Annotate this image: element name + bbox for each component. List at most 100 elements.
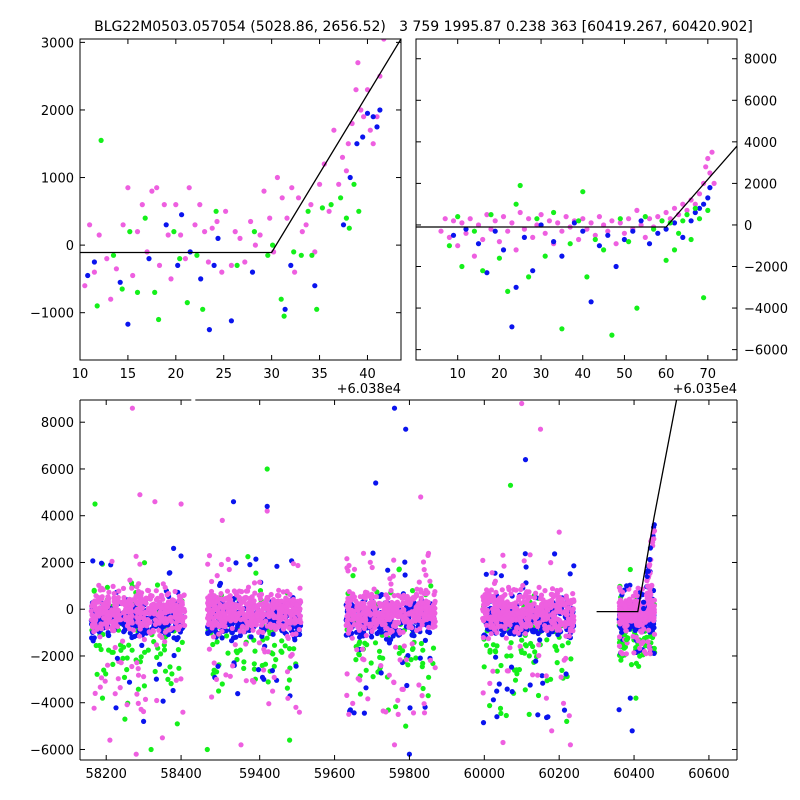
data-point — [496, 602, 502, 608]
data-point — [552, 643, 558, 649]
data-point — [133, 751, 139, 757]
data-point — [225, 650, 231, 656]
data-point — [418, 595, 424, 601]
data-point — [293, 663, 299, 669]
data-point — [219, 681, 225, 687]
data-point — [266, 610, 272, 616]
data-point — [251, 229, 257, 235]
data-point — [134, 289, 141, 295]
data-point — [314, 306, 320, 312]
data-point — [533, 658, 539, 664]
data-point — [425, 552, 431, 559]
data-point — [418, 587, 424, 593]
data-point — [109, 625, 115, 631]
data-point — [519, 649, 525, 656]
data-point — [419, 693, 425, 699]
data-point — [403, 657, 409, 663]
data-point — [264, 503, 270, 509]
data-point — [96, 232, 102, 238]
data-point — [633, 695, 639, 701]
data-point — [542, 588, 548, 594]
data-point — [542, 230, 548, 236]
data-point — [489, 598, 495, 604]
x-tick-label: 70 — [700, 367, 717, 382]
data-point — [624, 637, 630, 643]
data-point — [416, 579, 422, 585]
data-point — [551, 239, 557, 245]
data-point — [141, 636, 147, 643]
data-point — [245, 554, 251, 560]
data-point — [530, 234, 536, 240]
data-point — [534, 620, 540, 627]
data-point — [279, 649, 285, 655]
data-point — [584, 274, 590, 280]
data-point — [173, 202, 179, 208]
data-point — [158, 616, 164, 622]
data-point — [508, 591, 514, 597]
data-point — [396, 628, 402, 634]
x-tick-label: 15 — [120, 367, 137, 382]
data-point — [513, 201, 519, 207]
data-point — [391, 679, 397, 685]
x-offset-label: +6.038e4 — [337, 382, 401, 397]
data-point — [170, 600, 176, 607]
data-point — [545, 714, 551, 720]
data-point — [232, 229, 238, 235]
data-point — [523, 593, 530, 599]
data-point — [172, 610, 179, 616]
data-point — [363, 667, 369, 673]
data-point — [265, 649, 271, 655]
data-point — [617, 634, 623, 640]
data-point — [345, 141, 351, 147]
data-point — [292, 269, 298, 275]
data-point — [154, 185, 160, 191]
data-point — [651, 226, 657, 232]
data-point — [251, 661, 257, 667]
data-point — [154, 654, 160, 661]
data-point — [634, 207, 640, 213]
data-point — [383, 632, 389, 638]
data-point — [133, 553, 139, 559]
data-point — [237, 610, 243, 616]
data-point — [112, 691, 118, 697]
data-point — [96, 609, 102, 615]
data-point — [376, 648, 383, 654]
data-point — [467, 216, 473, 222]
data-point — [137, 492, 143, 498]
data-point — [219, 517, 225, 524]
data-point — [481, 664, 487, 670]
x-tick-label: 10 — [72, 367, 89, 382]
data-point — [350, 700, 356, 707]
data-point — [381, 608, 387, 615]
data-point — [115, 676, 121, 682]
data-point — [179, 212, 185, 218]
data-point — [326, 208, 332, 214]
data-point — [345, 568, 351, 574]
x-tick-label: 60200 — [538, 767, 579, 782]
data-point — [422, 637, 428, 644]
y-tick-label: 8000 — [41, 416, 74, 431]
data-point — [684, 207, 690, 213]
data-point — [396, 650, 402, 656]
data-point — [487, 649, 493, 655]
data-point — [135, 588, 142, 595]
data-point — [391, 742, 398, 748]
data-point — [149, 593, 155, 599]
data-point — [174, 721, 180, 727]
data-point — [515, 630, 521, 636]
data-point — [291, 249, 297, 255]
data-point — [410, 594, 416, 601]
data-point — [504, 686, 510, 692]
data-point — [252, 590, 258, 596]
data-point — [156, 627, 162, 633]
data-point — [519, 637, 525, 643]
x-tick-label: 30 — [263, 367, 280, 382]
data-point — [548, 676, 554, 682]
data-point — [624, 583, 630, 589]
data-point — [149, 602, 155, 608]
data-point — [142, 215, 148, 221]
y-tick-label: 2000 — [744, 177, 777, 192]
data-point — [494, 630, 500, 636]
data-point — [346, 602, 353, 608]
data-point — [543, 602, 549, 608]
